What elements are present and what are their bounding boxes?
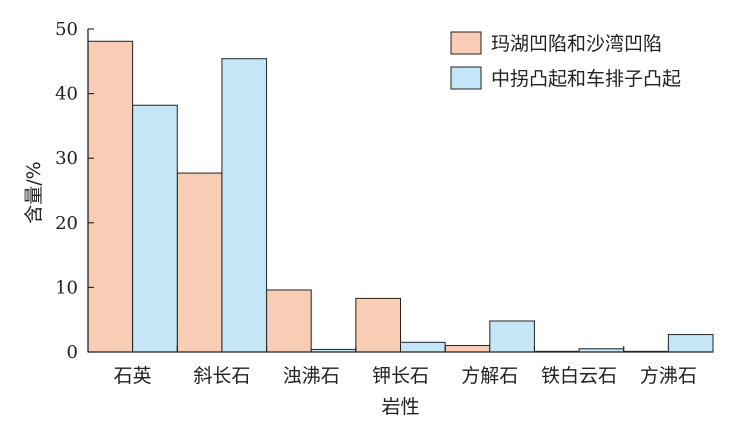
- axes-group: [87, 29, 713, 353]
- bar-series1-3: [266, 289, 312, 353]
- bar-series2-7: [667, 334, 714, 353]
- bar-series1-2: [176, 172, 223, 353]
- y-ticks-group: 0 10 20 30 40 50: [55, 19, 94, 363]
- y-tick-label: 40: [55, 84, 78, 105]
- bar-series2-1: [132, 104, 178, 353]
- x-tick-label: 方沸石: [640, 365, 697, 387]
- x-tick-label: 石英: [114, 365, 152, 387]
- bar-series1-1: [87, 40, 134, 353]
- bar-series1-4: [355, 297, 401, 353]
- bar-series2-4: [400, 341, 446, 353]
- x-tick-label: 钾长石: [372, 365, 429, 387]
- y-axis-title: 含量/%: [23, 161, 45, 223]
- y-tick-label: 30: [55, 148, 78, 169]
- x-tick-label: 斜长石: [193, 365, 250, 387]
- legend-label: 玛湖凹陷和沙湾凹陷: [491, 33, 662, 55]
- x-tick-labels-group: 石英 斜长石 浊沸石 钾长石 方解石 铁白云石 方沸石: [114, 346, 697, 387]
- legend-swatch: [450, 31, 482, 55]
- y-tick-label: 10: [55, 277, 78, 298]
- bar-series1-5: [444, 345, 491, 353]
- x-axis-title: 岩性: [381, 396, 419, 418]
- x-tick-label: 方解石: [461, 365, 518, 387]
- x-tick-label: 铁白云石: [541, 365, 617, 387]
- legend-swatch: [450, 66, 482, 90]
- bar-series2-2: [221, 58, 268, 353]
- bar-series2-5: [489, 320, 535, 353]
- y-tick-label: 0: [67, 342, 78, 363]
- legend-label: 中拐凸起和车排子凸起: [491, 68, 681, 90]
- y-tick-label: 20: [55, 213, 78, 234]
- bars-group: [87, 40, 714, 353]
- y-tick-label: 50: [55, 19, 78, 40]
- x-tick-label: 浊沸石: [283, 365, 340, 387]
